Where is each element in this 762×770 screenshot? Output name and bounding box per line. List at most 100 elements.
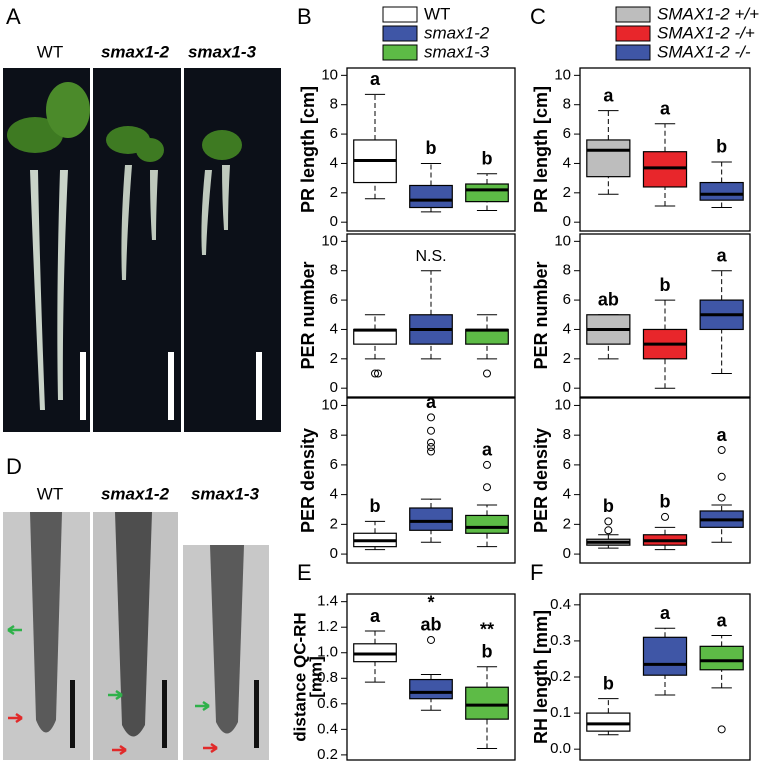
y-tick-label: 0.0 <box>550 740 571 757</box>
y-axis-label: RH length [mm] <box>531 610 551 744</box>
plot-frame <box>579 397 751 564</box>
significance-letter: a <box>717 425 728 445</box>
y-axis-label: [mm] <box>306 656 325 698</box>
significance-star: * <box>427 593 434 613</box>
y-tick-label: 0.4 <box>317 720 338 737</box>
box <box>465 514 509 534</box>
plot-frame <box>579 233 751 398</box>
legend-swatch <box>382 44 418 61</box>
y-tick-label: 8 <box>330 426 338 443</box>
y-axis-label: PR length [cm] <box>298 86 318 213</box>
y-tick-label: 1.4 <box>317 593 338 610</box>
significance-letter: b <box>603 496 614 516</box>
y-axis-label: distance QC-RH <box>290 612 309 741</box>
plot-frame <box>346 233 516 398</box>
outlier <box>717 493 726 502</box>
outlier <box>427 443 435 452</box>
panel-label: B <box>297 4 312 29</box>
significance-letter: b <box>716 137 727 157</box>
column-label: smax1-2 <box>101 484 170 503</box>
column-label: WT <box>37 484 63 503</box>
legend-swatch <box>615 6 651 23</box>
legend-label: WT <box>424 4 450 23</box>
outlier <box>717 446 726 455</box>
y-tick-label: 4 <box>330 154 338 171</box>
y-tick-label: 2 <box>563 515 571 532</box>
significance-letter: a <box>717 245 728 265</box>
panel-label: C <box>530 4 546 29</box>
y-tick-label: 0 <box>330 379 338 396</box>
y-tick-label: 6 <box>563 456 571 473</box>
panel-label: E <box>297 560 312 585</box>
y-tick-label: 6 <box>330 125 338 142</box>
plot-frame <box>346 397 516 564</box>
significance-letter: a <box>426 392 437 412</box>
significance-letter: a <box>370 69 381 89</box>
outlier <box>483 460 491 469</box>
significance-letter: b <box>660 275 671 295</box>
column-label: smax1-3 <box>191 484 260 503</box>
legend-swatch <box>615 44 651 61</box>
significance-letter: a <box>603 85 614 105</box>
outlier <box>604 526 613 535</box>
box <box>699 645 744 671</box>
y-tick-label: 0.2 <box>317 746 338 763</box>
y-tick-label: 10 <box>554 396 571 413</box>
legend-swatch <box>615 25 651 42</box>
legend-swatch <box>382 6 418 23</box>
photo-d <box>3 512 269 760</box>
y-tick-label: 10 <box>321 232 338 249</box>
y-tick-label: 10 <box>321 66 338 83</box>
box <box>409 184 453 209</box>
y-tick-label: 8 <box>563 262 571 279</box>
y-tick-label: 2 <box>330 184 338 201</box>
y-tick-label: 0 <box>330 545 338 562</box>
outlier <box>427 413 435 422</box>
box <box>409 507 453 531</box>
y-axis-label: PER number <box>298 261 318 369</box>
y-tick-label: 6 <box>330 456 338 473</box>
y-tick-label: 4 <box>563 154 571 171</box>
y-tick-label: 0 <box>563 213 571 230</box>
y-axis-label: PER number <box>531 261 551 369</box>
y-tick-label: 2 <box>563 184 571 201</box>
column-label: smax1-2 <box>101 42 170 61</box>
y-tick-label: 4 <box>330 486 338 503</box>
column-label: smax1-3 <box>188 42 257 61</box>
outlier <box>427 447 435 456</box>
significance-letter: b <box>426 138 437 158</box>
y-tick-label: 0 <box>563 545 571 562</box>
y-tick-label: 8 <box>563 96 571 113</box>
outlier <box>371 369 379 378</box>
panel-label: A <box>6 4 21 29</box>
box <box>465 686 509 720</box>
y-axis-label: PER density <box>298 428 318 533</box>
significance-star: ** <box>480 620 494 640</box>
y-tick-label: 6 <box>563 291 571 308</box>
y-tick-label: 0.6 <box>317 695 338 712</box>
significance-letter: a <box>370 606 381 626</box>
y-tick-label: 6 <box>563 125 571 142</box>
significance-letter: b <box>603 673 614 693</box>
plot-frame <box>579 67 751 232</box>
significance-letter: b <box>482 642 493 662</box>
outlier <box>483 369 491 378</box>
y-tick-label: 0.4 <box>550 596 571 613</box>
y-tick-label: 0 <box>330 213 338 230</box>
y-tick-label: 0.3 <box>550 632 571 649</box>
panel-label: D <box>6 454 22 479</box>
y-tick-label: 10 <box>554 232 571 249</box>
y-tick-label: 4 <box>563 486 571 503</box>
legend-label: SMAX1-2 +/+ <box>657 4 759 23</box>
outlier <box>427 426 435 435</box>
outlier <box>427 635 435 644</box>
y-tick-label: 0 <box>563 379 571 396</box>
outlier <box>427 438 435 447</box>
box <box>465 183 509 203</box>
y-tick-label: 2 <box>563 350 571 367</box>
significance-letter: b <box>370 496 381 516</box>
legend-label: smax1-3 <box>424 42 490 61</box>
y-axis-label: PR length [cm] <box>531 86 551 213</box>
significance-letter: a <box>660 603 671 623</box>
